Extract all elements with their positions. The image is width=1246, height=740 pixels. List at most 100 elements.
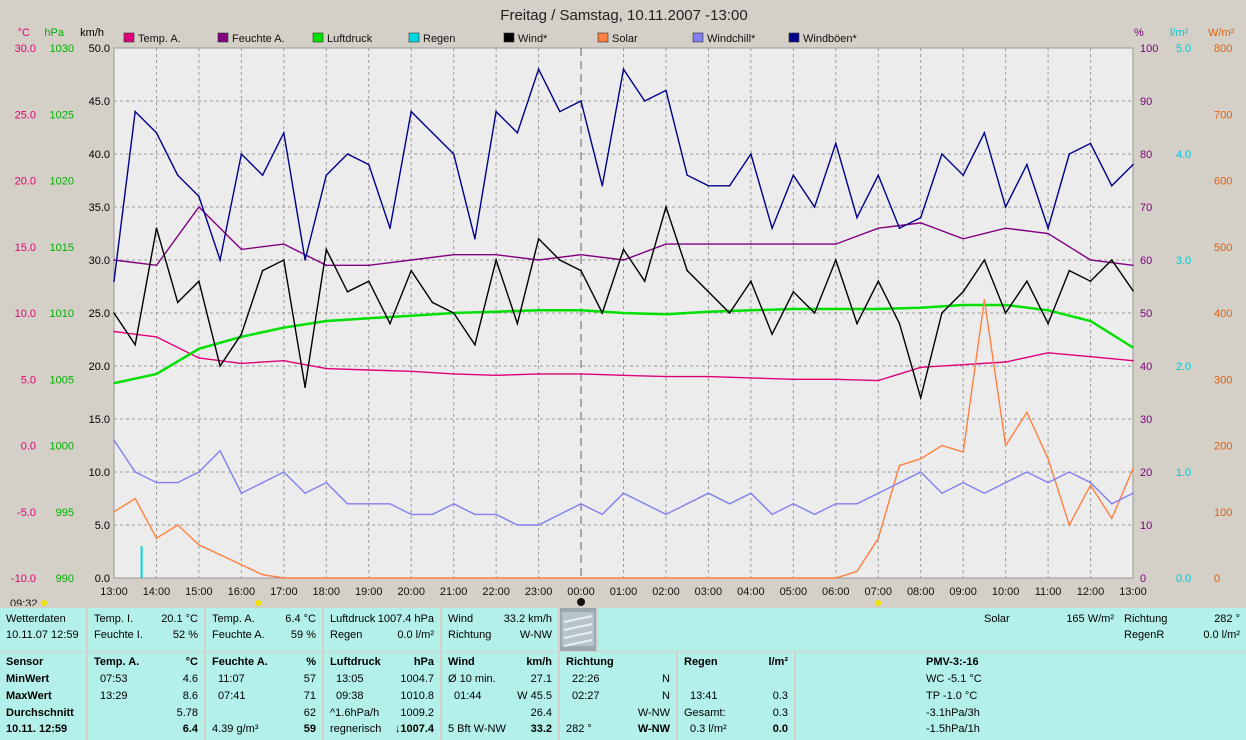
kmh-axis-tick-label: 40.0: [89, 149, 110, 161]
data-point: [452, 312, 455, 314]
data-point: [1026, 411, 1028, 414]
data-point: [261, 481, 264, 484]
data-point: [707, 185, 710, 187]
regen-sum: 0.3 l/m²: [690, 723, 727, 735]
data-point: [176, 174, 179, 176]
sensor-header: Sensor: [6, 656, 44, 668]
data-point: [813, 513, 816, 516]
data-point: [665, 313, 667, 316]
time-marker-label: 09:32: [10, 598, 38, 606]
legend-label: Windböen*: [803, 33, 858, 45]
data-point: [198, 471, 200, 473]
hpa-axis-tick-label: 1015: [50, 242, 74, 254]
data-point: [1004, 361, 1007, 363]
data-point: [325, 174, 328, 176]
data-point: [877, 537, 880, 540]
stats-sensor: Sensor MinWert MaxWert Durchschnitt 10.1…: [0, 652, 88, 740]
feuchte-current-value: 59: [303, 723, 316, 735]
legend-label: Windchill*: [707, 33, 756, 45]
richtung2-value: 282 °: [1214, 613, 1240, 625]
stats-feuchte: Feuchte A.% 11:07 57 07:41 71 62 4.39 g/m³…: [206, 652, 324, 740]
data-point: [856, 503, 858, 505]
data-point: [962, 238, 964, 240]
x-tick-label: 12:00: [1077, 586, 1105, 598]
x-tick-label: 11:00: [1035, 586, 1062, 598]
data-point: [665, 89, 667, 92]
data-point: [983, 132, 986, 134]
current-indoor: Temp. I. 20.1 °C Feuchte I. 52 %: [88, 608, 206, 651]
data-point: [240, 492, 243, 495]
data-point: [898, 227, 901, 229]
regen-label: Regen: [330, 629, 363, 641]
data-point: [792, 243, 795, 245]
data-point: [1047, 309, 1049, 312]
regen-gesamt-value: 0.3: [772, 707, 788, 719]
percent-axis-tick-label: 0: [1140, 573, 1146, 585]
x-tick-label: 14:00: [143, 586, 171, 598]
data-point: [1047, 457, 1049, 460]
time-markers: 09:32: [10, 598, 882, 606]
minwert-label: MinWert: [6, 673, 50, 685]
pmv-tp: TP -1.0 °C: [926, 690, 978, 702]
feuchte-abs: 4.39 g/m³: [212, 723, 259, 735]
regen-value: 0.0 l/m²: [397, 629, 434, 641]
data-point: [410, 110, 413, 113]
celsius-axis-tick-label: 25.0: [15, 109, 36, 121]
data-point: [919, 397, 922, 399]
temp-avg-value: 5.78: [176, 707, 198, 719]
data-point: [367, 264, 370, 267]
wind-header: Wind: [448, 656, 475, 668]
data-point: [304, 386, 306, 389]
data-point: [261, 573, 264, 576]
feuchte-avg-value: 62: [303, 707, 316, 719]
solar-axis-tick-label: 400: [1214, 308, 1232, 320]
data-point: [367, 280, 370, 283]
weather-icon: [560, 608, 598, 651]
data-point: [113, 510, 115, 513]
data-point: [134, 497, 137, 500]
data-point: [304, 259, 306, 261]
data-point: [919, 366, 922, 369]
data-point: [983, 259, 986, 261]
pmv-header: PMV-3:-16: [926, 656, 979, 668]
data-point: [941, 312, 943, 314]
data-point: [1068, 471, 1071, 473]
celsius-axis-tick-label: 5.0: [21, 374, 36, 386]
legend-swatch: [692, 32, 704, 43]
regen-time: 13:41: [690, 690, 718, 702]
chart-title: Freitag / Samstag, 10.11.2007 -13:00: [500, 7, 747, 24]
data-point: [113, 312, 115, 314]
data-point: [325, 264, 328, 267]
feuchte-unit: %: [306, 656, 316, 668]
data-point: [580, 577, 582, 579]
x-tick-label: 05:00: [780, 586, 808, 598]
hpa-axis-unit: hPa: [44, 27, 64, 39]
luftdruck-max-time: 09:38: [336, 690, 364, 702]
data-point: [962, 363, 964, 366]
temp-a-value: 6.4 °C: [285, 613, 316, 625]
data-point: [622, 492, 625, 495]
hpa-axis-tick-label: 995: [56, 507, 74, 519]
feuchte-a-value: 59 %: [290, 629, 316, 641]
percent-axis-tick-label: 60: [1140, 255, 1152, 267]
data-point: [1047, 322, 1049, 325]
legend: Temp. A. Feuchte A. Luftdruck Regen Wind* Sol…: [123, 32, 858, 45]
data-point: [1089, 481, 1092, 484]
temp-a-label: Temp. A.: [212, 613, 255, 625]
data-point: [941, 444, 943, 447]
maxwert-label: MaxWert: [6, 690, 52, 702]
feuchte-min-time: 11:07: [218, 673, 245, 685]
data-point: [240, 563, 243, 566]
data-point: [495, 259, 497, 261]
data-point: [219, 450, 221, 452]
data-point: [834, 259, 837, 261]
data-point: [113, 439, 115, 442]
percent-axis-tick-label: 40: [1140, 361, 1152, 373]
wetterdaten-label: Wetterdaten: [6, 613, 66, 625]
wind-avg10-label: Ø 10 min.: [448, 673, 496, 685]
data-point: [983, 492, 986, 495]
kmh-axis-tick-label: 20.0: [89, 361, 110, 373]
luftdruck-current-value: ↓1007.4: [394, 723, 434, 735]
data-point: [1132, 492, 1134, 495]
data-point: [537, 238, 540, 240]
